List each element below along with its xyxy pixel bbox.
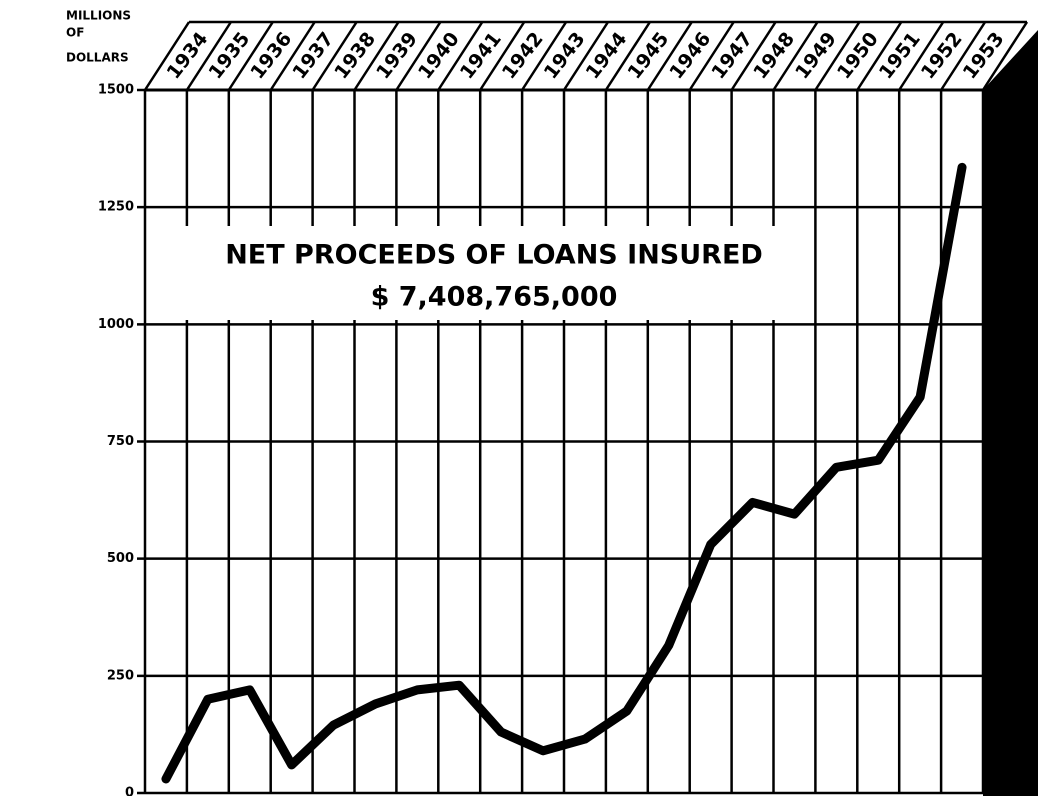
header-line — [646, 21, 693, 91]
annotation: $ 7,408,765,000 — [371, 282, 618, 313]
y-tick-label: 1000 — [98, 317, 134, 332]
header-line — [311, 21, 358, 91]
header-line — [395, 21, 442, 91]
header-line — [269, 21, 316, 91]
header-line — [479, 21, 526, 91]
y-tick-label: 0 — [125, 786, 134, 796]
header-line — [227, 21, 274, 91]
y-tick-label: 250 — [107, 668, 134, 683]
header-line — [981, 21, 1029, 91]
header-line — [353, 21, 400, 91]
header-line — [604, 21, 651, 91]
header-line — [940, 21, 987, 91]
header-line — [688, 21, 735, 91]
header-line — [814, 21, 861, 91]
header-line — [562, 21, 610, 91]
annotation: NET PROCEEDS OF LOANS INSURED — [225, 240, 763, 271]
grid — [137, 20, 1029, 795]
header-line — [730, 21, 777, 91]
y-axis-label: OF — [66, 26, 84, 40]
y-tick-label: 1500 — [98, 83, 134, 98]
side-panel — [983, 30, 1038, 796]
y-axis-label: DOLLARS — [66, 51, 129, 65]
annotation-box — [185, 226, 790, 320]
y-tick-label: 750 — [107, 434, 134, 449]
header-line — [898, 21, 945, 91]
y-axis-label: MILLIONS — [66, 9, 131, 23]
header-line — [185, 21, 232, 91]
header-line — [437, 21, 484, 91]
y-tick-label: 500 — [107, 551, 134, 566]
y-tick-label: 1250 — [98, 200, 134, 215]
header-line — [856, 21, 903, 91]
data-line — [161, 162, 967, 784]
header-line — [143, 21, 191, 91]
header-line — [521, 21, 568, 91]
header-line — [772, 21, 819, 91]
